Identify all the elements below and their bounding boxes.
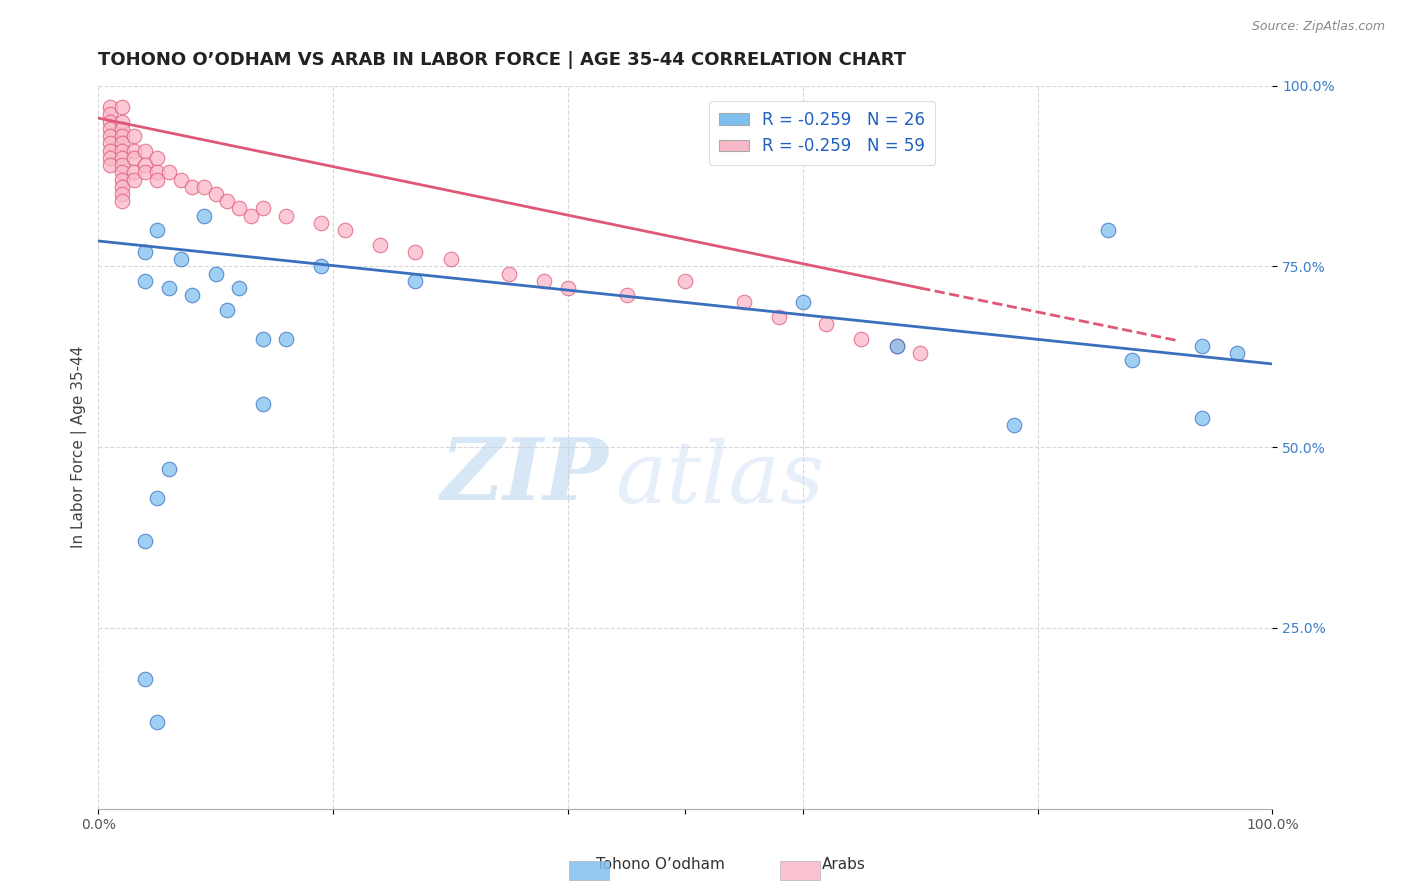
Point: [733, 295, 755, 310]
Point: [111, 186, 134, 201]
Text: TOHONO O’ODHAM VS ARAB IN LABOR FORCE | AGE 35-44 CORRELATION CHART: TOHONO O’ODHAM VS ARAB IN LABOR FORCE | …: [98, 51, 907, 69]
Point: [134, 274, 156, 288]
Point: [217, 194, 239, 209]
Point: [134, 534, 156, 549]
Text: atlas: atlas: [614, 438, 824, 521]
Point: [311, 216, 333, 230]
Point: [157, 165, 180, 179]
Point: [169, 172, 191, 186]
Text: Arabs: Arabs: [821, 857, 866, 872]
Point: [111, 100, 134, 114]
Point: [122, 129, 145, 144]
Point: [146, 165, 169, 179]
Point: [146, 714, 169, 729]
Point: [439, 252, 461, 266]
Point: [98, 151, 121, 165]
Point: [98, 136, 121, 151]
Point: [169, 252, 191, 266]
Point: [111, 144, 134, 158]
Point: [98, 114, 121, 128]
Point: [228, 281, 250, 295]
Point: [217, 302, 239, 317]
Text: ZIP: ZIP: [441, 434, 609, 517]
Point: [851, 332, 873, 346]
Point: [111, 136, 134, 151]
Point: [111, 165, 134, 179]
Point: [111, 151, 134, 165]
Point: [134, 672, 156, 686]
Point: [111, 129, 134, 144]
Point: [98, 122, 121, 136]
Point: [240, 209, 263, 223]
Point: [1226, 346, 1249, 360]
Point: [98, 158, 121, 172]
Point: [792, 295, 814, 310]
Point: [252, 397, 274, 411]
Point: [122, 144, 145, 158]
Point: [908, 346, 931, 360]
Point: [368, 237, 391, 252]
Point: [134, 244, 156, 259]
Point: [111, 158, 134, 172]
Y-axis label: In Labor Force | Age 35-44: In Labor Force | Age 35-44: [72, 346, 87, 549]
Point: [98, 144, 121, 158]
Point: [122, 151, 145, 165]
Point: [146, 151, 169, 165]
Legend: R = -0.259   N = 26, R = -0.259   N = 59: R = -0.259 N = 26, R = -0.259 N = 59: [709, 101, 935, 165]
Point: [146, 491, 169, 505]
Point: [333, 223, 356, 237]
Point: [673, 274, 696, 288]
Point: [1191, 411, 1213, 425]
Point: [181, 288, 204, 302]
Point: [252, 202, 274, 216]
Point: [111, 122, 134, 136]
Point: [193, 179, 215, 194]
Point: [228, 202, 250, 216]
Point: [134, 144, 156, 158]
Point: [193, 209, 215, 223]
Text: Tohono O’odham: Tohono O’odham: [596, 857, 725, 872]
Point: [404, 244, 426, 259]
Point: [134, 158, 156, 172]
Point: [111, 179, 134, 194]
Point: [557, 281, 579, 295]
Point: [157, 462, 180, 476]
Point: [1191, 339, 1213, 353]
Point: [111, 114, 134, 128]
Point: [886, 339, 908, 353]
Point: [768, 310, 790, 324]
Point: [276, 209, 298, 223]
Point: [1121, 353, 1143, 368]
Point: [122, 165, 145, 179]
Point: [404, 274, 426, 288]
Point: [616, 288, 638, 302]
Point: [815, 317, 838, 331]
Point: [498, 267, 520, 281]
Text: Source: ZipAtlas.com: Source: ZipAtlas.com: [1251, 20, 1385, 33]
Point: [204, 267, 226, 281]
Point: [181, 179, 204, 194]
Point: [533, 274, 555, 288]
Point: [1002, 418, 1025, 433]
Point: [146, 223, 169, 237]
Point: [157, 281, 180, 295]
Point: [886, 339, 908, 353]
Point: [134, 165, 156, 179]
Point: [122, 172, 145, 186]
Point: [111, 194, 134, 209]
Point: [1097, 223, 1119, 237]
Point: [276, 332, 298, 346]
Point: [98, 107, 121, 121]
Point: [111, 172, 134, 186]
Point: [204, 186, 226, 201]
Point: [98, 129, 121, 144]
Point: [146, 172, 169, 186]
Point: [252, 332, 274, 346]
Point: [311, 260, 333, 274]
Point: [98, 100, 121, 114]
